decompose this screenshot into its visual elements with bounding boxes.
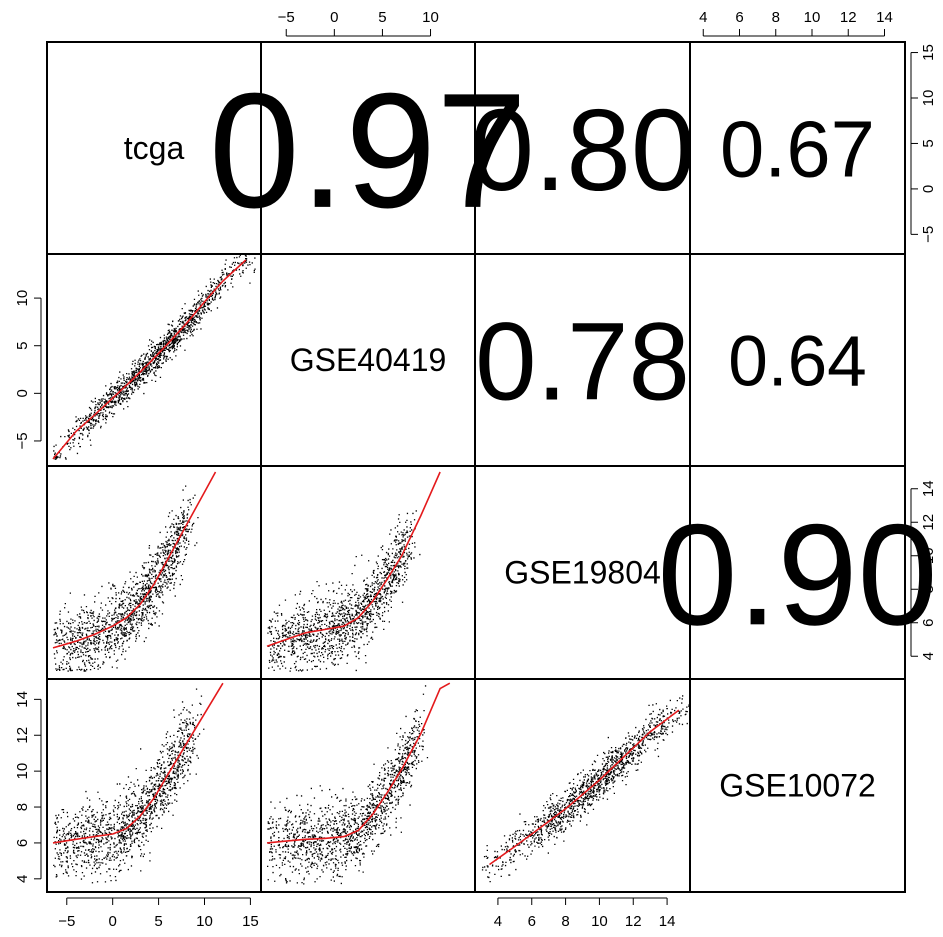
smooth-fit-line bbox=[266, 682, 451, 844]
tick-label: 12 bbox=[840, 9, 857, 26]
panel-frame-2-0 bbox=[46, 465, 262, 680]
tick-label: 10 bbox=[591, 913, 608, 930]
diagonal-label-tcga: tcga bbox=[124, 130, 185, 166]
tick-label: 14 bbox=[14, 691, 31, 708]
tick-label: 8 bbox=[14, 803, 31, 811]
tick-label: 12 bbox=[920, 514, 937, 531]
scatter-panel-tcga-GSE10072 bbox=[52, 682, 224, 884]
scatter-points bbox=[53, 688, 205, 884]
smooth-fit-line bbox=[52, 471, 217, 649]
panel-frame-3-3 bbox=[689, 678, 906, 893]
correlation-value: 0.67 bbox=[720, 105, 875, 194]
tick-label: 5 bbox=[378, 9, 386, 26]
tick-label: 0 bbox=[920, 185, 937, 193]
tick-label: −5 bbox=[278, 9, 295, 26]
correlation-value: 0.97 bbox=[209, 59, 527, 242]
correlation-value: 0.80 bbox=[470, 85, 696, 215]
panel-frame-2-1 bbox=[260, 465, 476, 680]
tick-label: 10 bbox=[920, 547, 937, 564]
smooth-fit-line bbox=[266, 471, 441, 647]
scatter-points bbox=[53, 485, 199, 672]
tick-label: 10 bbox=[14, 763, 31, 780]
correlation-value: 0.78 bbox=[475, 301, 690, 424]
tick-label: 15 bbox=[242, 913, 259, 930]
tick-label: 6 bbox=[14, 839, 31, 847]
scatter-panel-tcga-GSE40419 bbox=[52, 254, 256, 460]
tick-label: 0 bbox=[14, 389, 31, 397]
tick-label: 10 bbox=[804, 9, 821, 26]
tick-label: 5 bbox=[154, 913, 162, 930]
tick-label: 8 bbox=[772, 9, 780, 26]
tick-label: 0 bbox=[330, 9, 338, 26]
panel-frame-3-1 bbox=[260, 678, 476, 893]
scatter-panel-GSE19804-GSE10072 bbox=[481, 695, 690, 883]
tick-label: 6 bbox=[528, 913, 536, 930]
tick-label: 10 bbox=[920, 90, 937, 107]
tick-label: −5 bbox=[58, 913, 75, 930]
smooth-fit-line bbox=[489, 709, 680, 866]
tick-label: 4 bbox=[494, 913, 502, 930]
tick-label: 10 bbox=[422, 9, 439, 26]
tick-label: 5 bbox=[920, 139, 937, 147]
tick-label: 12 bbox=[14, 727, 31, 744]
tick-label: 0 bbox=[109, 913, 117, 930]
tick-label: 4 bbox=[920, 652, 937, 660]
panel-frame-1-0 bbox=[46, 253, 262, 467]
tick-label: 4 bbox=[699, 9, 707, 26]
tick-label: −5 bbox=[920, 226, 937, 243]
tick-label: 15 bbox=[920, 44, 937, 61]
tick-label: −5 bbox=[14, 432, 31, 449]
scatter-points bbox=[267, 510, 421, 672]
smooth-fit-line bbox=[52, 682, 224, 844]
smooth-fit-line bbox=[52, 259, 247, 460]
tick-label: 8 bbox=[920, 585, 937, 593]
scatter-panel-GSE40419-GSE10072 bbox=[266, 682, 451, 885]
diagonal-label-GSE40419: GSE40419 bbox=[290, 342, 447, 378]
tick-label: 8 bbox=[561, 913, 569, 930]
scatter-panel-GSE40419-GSE19804 bbox=[266, 471, 441, 672]
tick-label: 5 bbox=[14, 342, 31, 350]
tick-label: 12 bbox=[625, 913, 642, 930]
tick-label: 6 bbox=[735, 9, 743, 26]
scatter-panel-tcga-GSE19804 bbox=[52, 471, 217, 672]
scatter-points bbox=[267, 685, 429, 885]
tick-label: 14 bbox=[876, 9, 893, 26]
diagonal-label-GSE10072: GSE10072 bbox=[719, 768, 876, 804]
scatter-points bbox=[481, 695, 690, 883]
tick-label: 14 bbox=[659, 913, 676, 930]
tick-label: 10 bbox=[196, 913, 213, 930]
tick-label: 10 bbox=[14, 290, 31, 307]
diagonal-label-GSE19804: GSE19804 bbox=[504, 555, 661, 591]
tick-label: 4 bbox=[14, 875, 31, 883]
correlation-value: 0.64 bbox=[728, 323, 867, 402]
tick-label: 14 bbox=[920, 480, 937, 497]
tick-label: 6 bbox=[920, 619, 937, 627]
correlation-value: 0.90 bbox=[657, 494, 937, 655]
